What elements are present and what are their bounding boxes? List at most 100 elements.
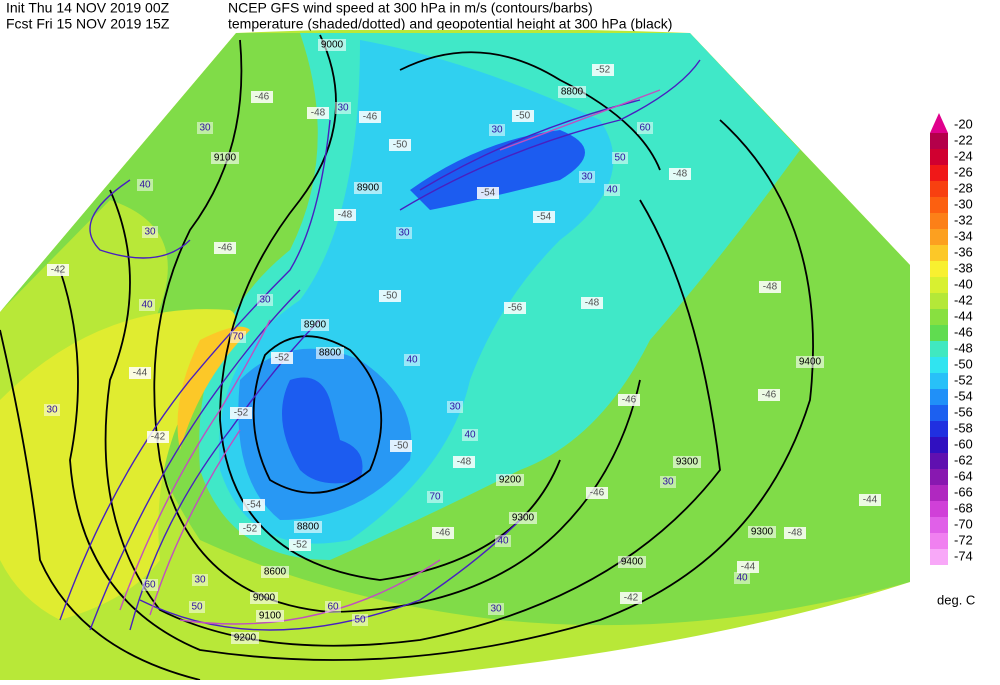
contour-label-box <box>612 152 628 164</box>
contour-label-box <box>796 356 824 368</box>
contour-label-box <box>211 152 239 164</box>
temperature-label-box <box>620 592 642 604</box>
colorbar-box <box>930 293 948 309</box>
colorbar-label: -66 <box>954 484 973 499</box>
contour-label-box <box>139 299 155 311</box>
contour-label-box <box>142 579 158 591</box>
height-label: 8800 <box>297 522 320 533</box>
colorbar-label: -42 <box>954 292 973 307</box>
colorbar-unit: deg. C <box>937 592 975 607</box>
wind-label: 40 <box>141 300 153 311</box>
temperature-label: -48 <box>788 528 803 539</box>
temperature-label: -48 <box>673 169 688 180</box>
temperature-label-box <box>230 407 252 419</box>
wind-label: 30 <box>491 125 503 136</box>
wind-label: 60 <box>144 580 156 591</box>
contour-label-box <box>352 614 368 626</box>
colorbar-label: -36 <box>954 244 973 259</box>
wind-label: 40 <box>464 430 476 441</box>
temperature-label-box <box>129 367 151 379</box>
contour-label-box <box>335 102 351 114</box>
contour-label-box <box>230 331 246 343</box>
contour-label-box <box>447 401 463 413</box>
contour-label-box <box>673 456 701 468</box>
temperature-label: -44 <box>133 368 148 379</box>
wind-label: 60 <box>639 123 651 134</box>
colorbar-label: -26 <box>954 164 973 179</box>
wind-label: 30 <box>46 405 58 416</box>
height-contours <box>0 34 814 680</box>
contour-label-box <box>325 601 341 613</box>
contour-label-box <box>604 184 620 196</box>
colorbar-box <box>930 501 948 517</box>
contour-label-box <box>316 347 344 359</box>
colorbar-box <box>930 133 948 149</box>
contour-label-box <box>256 610 284 622</box>
field-dark-blue-north <box>410 130 585 210</box>
colorbar-label: -68 <box>954 500 973 515</box>
contour-label-box <box>618 556 646 568</box>
contour-label-box <box>192 574 208 586</box>
temperature-label-box <box>334 209 356 221</box>
temperature-label: -46 <box>590 488 605 499</box>
wind-label: 60 <box>327 602 339 613</box>
temperature-label-box <box>504 302 526 314</box>
colorbar-box <box>930 485 948 501</box>
height-label: 8800 <box>561 87 584 98</box>
contour-label-box <box>44 404 60 416</box>
colorbar-box <box>930 197 948 213</box>
temperature-label-box <box>533 211 555 223</box>
colorbar-box <box>930 389 948 405</box>
temperature-label: -48 <box>585 298 600 309</box>
temperature-label: -52 <box>596 65 611 76</box>
wind-label: 30 <box>662 477 674 488</box>
temperature-label: -46 <box>762 390 777 401</box>
temperature-label: -52 <box>243 524 258 535</box>
temperature-label-box <box>432 527 454 539</box>
colorbar-box <box>930 165 948 181</box>
temperature-label: -46 <box>255 92 270 103</box>
contour-label-box <box>496 474 524 486</box>
colorbar-box <box>930 261 948 277</box>
temperature-label: -52 <box>275 353 290 364</box>
wind-label: 30 <box>199 123 211 134</box>
wind-label: 50 <box>354 615 366 626</box>
temperature-label: -54 <box>537 212 552 223</box>
temperature-label-box <box>477 187 499 199</box>
contour-label-box <box>231 632 259 644</box>
map-labels: 9000 8800 9100 8900 8900 8800 9400 9300 9200 8800… <box>44 39 881 644</box>
colorbar-box <box>930 309 948 325</box>
colorbar-box <box>930 453 948 469</box>
temperature-label: -48 <box>338 210 353 221</box>
contour-label-box <box>509 512 537 524</box>
temperature-label-box <box>669 168 691 180</box>
contour-label-box <box>257 294 273 306</box>
colorbar-label: -20 <box>954 116 973 131</box>
height-label: 8900 <box>304 320 327 331</box>
colorbar-box <box>930 229 948 245</box>
temperature-label: -54 <box>247 500 262 511</box>
temperature-label-box <box>271 352 293 364</box>
wind-label: 70 <box>429 492 441 503</box>
temperature-label: -46 <box>363 112 378 123</box>
temperature-label: -50 <box>394 441 409 452</box>
colorbar-box <box>930 437 948 453</box>
wind-label: 50 <box>191 602 203 613</box>
temperature-label: -48 <box>457 457 472 468</box>
temperature-label-box <box>243 499 265 511</box>
colorbar-label: -52 <box>954 372 973 387</box>
colorbar-box <box>930 325 948 341</box>
wind-label: 30 <box>449 402 461 413</box>
colorbar-label: -30 <box>954 196 973 211</box>
temperature-label-box <box>251 91 273 103</box>
wind-label: 30 <box>490 604 502 615</box>
colorbar-label: -62 <box>954 452 973 467</box>
wind-label: 40 <box>606 185 618 196</box>
temperature-label-box <box>379 290 401 302</box>
wind-label: 30 <box>398 228 410 239</box>
temperature-label: -46 <box>622 395 637 406</box>
contour-label-box <box>318 39 346 51</box>
temperature-label: -42 <box>151 432 166 443</box>
wind-label: 30 <box>259 295 271 306</box>
contour-label-box <box>137 179 153 191</box>
